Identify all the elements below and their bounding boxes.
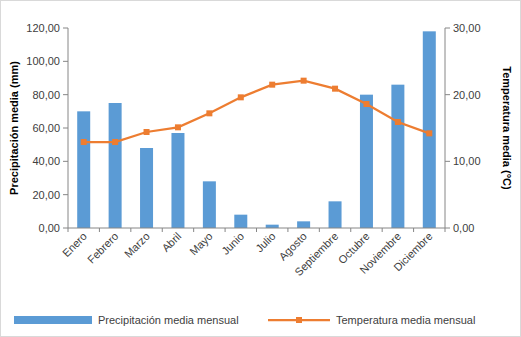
x-tick-label: Enero — [60, 230, 89, 259]
y-tick-label: 20,00 — [32, 189, 60, 201]
x-tick — [413, 228, 414, 232]
x-tick — [319, 228, 320, 232]
legend-marker — [296, 317, 302, 323]
y-tick-label: 0,00 — [39, 222, 60, 234]
x-tick — [68, 228, 69, 232]
x-tick — [99, 228, 100, 232]
y2-axis-line — [445, 28, 446, 228]
marker — [144, 129, 150, 135]
y-tick — [63, 94, 68, 95]
y-tick — [63, 228, 68, 229]
x-tick-label: Septiembre — [292, 230, 340, 278]
marker — [238, 94, 244, 100]
y-tick — [63, 194, 68, 195]
bar — [423, 31, 436, 228]
x-tick — [193, 228, 194, 232]
marker — [363, 101, 369, 107]
x-tick-label: Diciembre — [391, 230, 434, 273]
y2-tick — [445, 228, 450, 229]
marker — [332, 86, 338, 92]
bar — [109, 103, 122, 228]
x-tick — [287, 228, 288, 232]
bar — [360, 95, 373, 228]
x-tick — [382, 228, 383, 232]
x-tick-label: Julio — [253, 230, 277, 254]
marker — [301, 78, 307, 84]
y2-tick — [445, 28, 450, 29]
y-tick — [63, 61, 68, 62]
bar — [234, 215, 247, 228]
plot-area — [77, 31, 436, 228]
chart-border — [1, 1, 521, 337]
x-tick-label: Marzo — [122, 230, 152, 260]
legend: Precipitación media mensual Temperatura m… — [14, 314, 475, 326]
bar — [77, 111, 90, 228]
x-tick-label: Junio — [219, 230, 246, 257]
y-tick — [63, 128, 68, 129]
y-tick-label: 60,00 — [32, 122, 60, 134]
legend-label: Precipitación media mensual — [98, 314, 239, 326]
bar — [171, 133, 184, 228]
y-tick — [63, 28, 68, 29]
y-axis-title: Precipitación media (mm) — [8, 61, 20, 195]
marker — [395, 119, 401, 125]
marker — [206, 110, 212, 116]
y-tick-label: 80,00 — [32, 89, 60, 101]
line — [84, 81, 430, 142]
y2-tick — [445, 94, 450, 95]
bar — [329, 201, 342, 228]
legend-label: Temperatura media mensual — [336, 314, 475, 326]
bar — [391, 85, 404, 228]
y-tick-label: 100,00 — [26, 55, 60, 67]
chart: 0,00 20,00 40,00 60,00 80,00 100,00 120,00 0,00… — [0, 0, 521, 337]
x-tick — [130, 228, 131, 232]
y2-tick-label: 20,00 — [453, 89, 481, 101]
y2-tick-label: 30,00 — [453, 22, 481, 34]
y2-axis-title: Temperatura media (°C) — [501, 66, 513, 190]
x-tick — [350, 228, 351, 232]
marker — [426, 130, 432, 136]
bar — [140, 148, 153, 228]
x-tick — [256, 228, 257, 232]
marker — [175, 124, 181, 130]
marker — [269, 82, 275, 88]
x-tick-label: Febrero — [85, 230, 121, 266]
marker — [112, 139, 118, 145]
bar — [297, 221, 310, 228]
y-tick-label: 120,00 — [26, 22, 60, 34]
x-tick-label: Abril — [159, 230, 183, 254]
legend-swatch — [14, 316, 92, 324]
x-tick — [162, 228, 163, 232]
x-tick — [445, 228, 446, 232]
y-tick-label: 40,00 — [32, 155, 60, 167]
y2-tick-label: 0,00 — [453, 222, 474, 234]
y-tick — [63, 161, 68, 162]
x-tick — [225, 228, 226, 232]
y2-tick — [445, 161, 450, 162]
marker — [81, 139, 87, 145]
x-tick-label: Mayo — [187, 230, 215, 258]
bar — [203, 181, 216, 228]
y2-tick-label: 10,00 — [453, 155, 481, 167]
